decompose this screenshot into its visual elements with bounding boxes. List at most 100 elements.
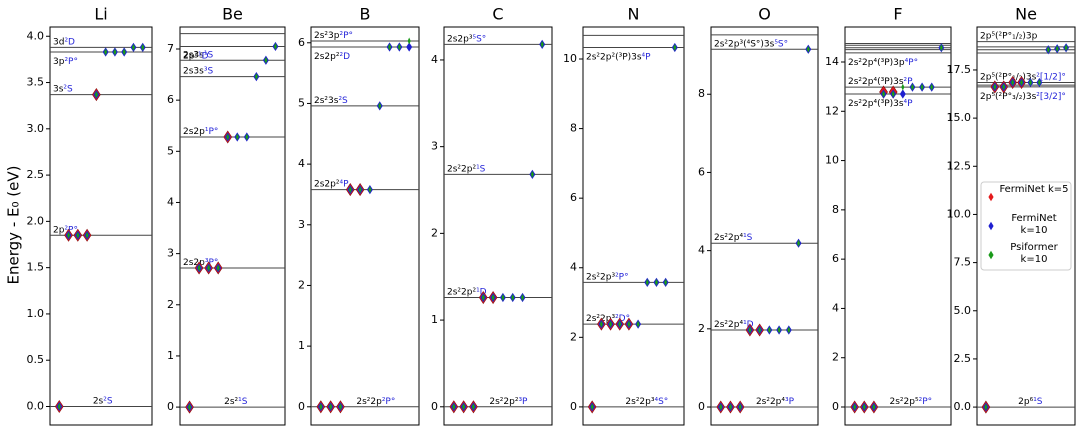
- level-term: ²P°: [919, 397, 933, 407]
- state-marker: [1011, 79, 1015, 86]
- panel-title: C: [492, 5, 503, 24]
- plot-frame: [443, 26, 553, 426]
- plot-frame: [844, 26, 952, 426]
- state-marker: [329, 403, 333, 411]
- state-marker: [862, 403, 866, 411]
- legend-label: FermiNet k=5: [999, 184, 1069, 195]
- plot-frame: [582, 26, 685, 426]
- level-label: 2s3s³S: [183, 66, 213, 76]
- state-marker: [1002, 83, 1006, 91]
- level-label: 2s²2p²¹D: [447, 287, 487, 297]
- level-config: 2s2p: [183, 126, 205, 136]
- y-tick-label: 3: [298, 218, 305, 231]
- state-marker: [94, 91, 98, 98]
- level-config: 2s²2p⁴(³P)3s: [848, 77, 904, 87]
- state-marker: [338, 403, 343, 411]
- level-config: 2s²2p: [356, 396, 382, 406]
- level-config: 2s3s: [183, 50, 204, 60]
- y-tick-label: 0: [298, 400, 305, 413]
- y-tick-label: 14: [825, 55, 839, 68]
- state-marker: [891, 90, 895, 98]
- state-marker: [673, 44, 677, 51]
- level-label: 2s²2p⁴(³P)3p⁴P°: [848, 57, 918, 67]
- y-tick-label: 2: [298, 278, 305, 291]
- level-config: 2s2p²: [314, 52, 340, 62]
- y-tick-label: 0: [698, 400, 705, 413]
- level-label: 2p⁵(²P°₃/₂)3s²[3/2]°: [980, 91, 1066, 101]
- panel-title: F: [893, 5, 902, 24]
- y-tick-label: 4: [167, 195, 174, 208]
- state-marker: [368, 186, 372, 193]
- level-term: ⁴P: [339, 179, 349, 189]
- level-label: 2s2p³P°: [183, 257, 218, 267]
- level-config: 2p²: [183, 51, 198, 61]
- legend-entry: FermiNet k=10: [1011, 213, 1056, 236]
- y-tick-label: 5: [167, 144, 174, 157]
- legend-entry: FermiNet k=5: [999, 184, 1069, 195]
- level-term: ³P: [518, 396, 528, 406]
- level-label: 2p⁵(²P°₁/₂)3s²[1/2]°: [980, 72, 1066, 82]
- state-marker: [806, 45, 810, 53]
- level-config: 2s²2p⁴(³P)3p: [848, 57, 905, 67]
- state-marker: [245, 133, 249, 141]
- level-label: 2s²2p²³P: [489, 396, 528, 406]
- state-marker: [471, 403, 476, 411]
- state-marker: [66, 231, 71, 239]
- y-tick-label: 2.5: [954, 352, 972, 365]
- level-label: 2s²2p³⁴S°: [625, 396, 668, 406]
- state-marker: [618, 320, 622, 328]
- level-label: 3s²S: [53, 84, 73, 94]
- state-marker: [1064, 44, 1068, 52]
- level-config: 2s²2p⁵: [890, 397, 919, 407]
- state-marker: [520, 294, 525, 301]
- level-term: ¹P°: [205, 126, 219, 136]
- state-marker: [1046, 46, 1050, 54]
- state-marker: [627, 320, 631, 328]
- state-marker: [540, 40, 544, 48]
- level-term: ³S: [204, 66, 214, 76]
- state-marker: [599, 320, 603, 328]
- level-term: ²D: [64, 37, 75, 47]
- level-term: ⁴P°: [905, 57, 919, 67]
- panel-title: Li: [94, 5, 107, 24]
- state-marker: [197, 264, 201, 272]
- level-label: 2s²¹S: [224, 397, 248, 407]
- plot-frame: [976, 26, 1076, 426]
- y-tick-label: 12: [825, 104, 839, 117]
- level-label: 2s²2p³(⁴S°)3s⁵S°: [714, 39, 788, 49]
- level-config: 2s²3s: [314, 95, 339, 105]
- state-marker: [491, 294, 495, 301]
- state-marker: [901, 83, 905, 91]
- y-tick-label: 3: [431, 140, 438, 153]
- level-term: ¹D: [476, 287, 487, 297]
- state-marker: [406, 42, 413, 52]
- state-marker: [207, 264, 211, 272]
- y-tick-label: 1.0: [27, 307, 45, 320]
- y-tick-label: 3.0: [27, 122, 45, 135]
- level-label: 2s²2p²(³P)3s⁴P: [586, 52, 651, 62]
- y-tick-label: 4: [698, 244, 705, 257]
- level-config: 2p⁵(²P°₁/₂)3p: [980, 31, 1038, 41]
- level-label: 2s²2p⁴¹S: [714, 233, 753, 243]
- level-config: 3d: [53, 37, 64, 47]
- y-tick-label: 2: [431, 226, 438, 239]
- state-marker: [273, 43, 278, 50]
- level-term: ¹S: [238, 397, 248, 407]
- y-tick-label: 8: [832, 203, 839, 216]
- level-term: ²[3/2]°: [1036, 91, 1066, 101]
- level-label: 2s2p¹P°: [183, 126, 218, 136]
- level-config: 2p: [53, 225, 65, 235]
- y-tick-label: 0: [431, 400, 438, 413]
- level-config: 2s²2p³: [586, 272, 615, 282]
- state-marker: [481, 294, 485, 301]
- state-marker: [758, 326, 762, 334]
- state-marker: [85, 231, 89, 239]
- y-tick-label: 0: [167, 400, 174, 413]
- level-config: 2s2p²: [314, 179, 340, 189]
- level-term: ⁴S°: [654, 396, 668, 406]
- y-tick-label: 4: [431, 53, 438, 66]
- state-marker: [348, 186, 352, 193]
- level-label: 2p⁵(²P°₁/₂)3p: [980, 31, 1038, 41]
- state-marker: [796, 239, 801, 247]
